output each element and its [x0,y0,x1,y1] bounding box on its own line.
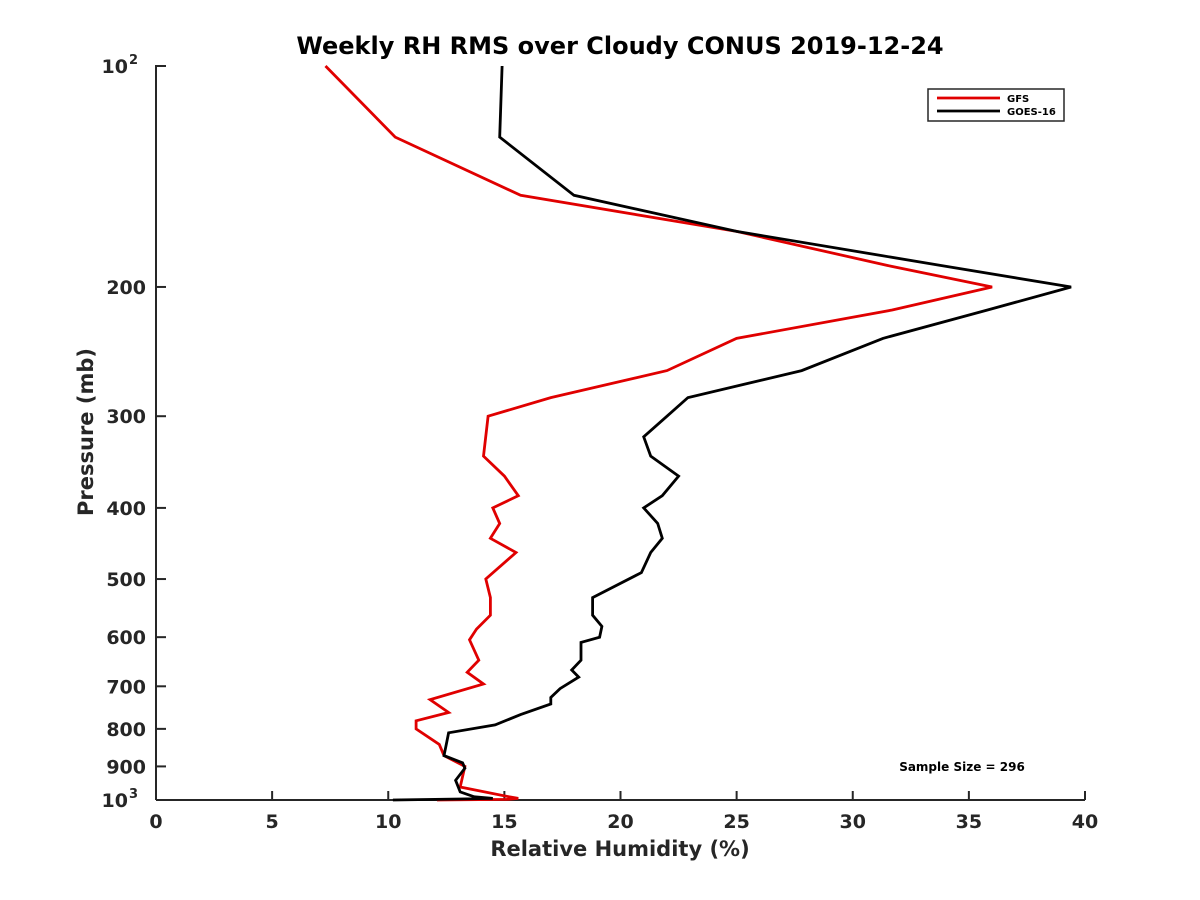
x-tick-label: 20 [607,811,633,833]
x-tick-label: 30 [840,811,866,833]
x-tick-label: 40 [1072,811,1098,833]
x-tick-label: 0 [149,811,162,833]
y-tick-label: 900 [106,756,146,778]
y-tick-label: 500 [106,569,146,591]
x-tick-label: 5 [266,811,279,833]
x-axis-label: Relative Humidity (%) [490,837,749,861]
legend: GFS GOES-16 [927,88,1065,122]
x-tick-label: 15 [491,811,517,833]
chart-title: Weekly RH RMS over Cloudy CONUS 2019-12-… [296,32,943,60]
y-tick-label: 800 [106,719,146,741]
plot-lines [324,65,1072,802]
y-tick-label: 10 [102,56,128,78]
y-tick-label: 700 [106,676,146,698]
x-ticks: 0 5 10 15 20 25 30 35 40 [149,791,1098,833]
y-tick-label: 10 [102,790,128,812]
y-tick-label: 300 [106,406,146,428]
series-line-goes-16 [392,65,1072,802]
y-tick-exponent: 3 [129,787,138,802]
x-tick-label: 25 [723,811,749,833]
x-tick-label: 10 [375,811,401,833]
x-tick-label: 35 [956,811,982,833]
y-tick-label: 600 [106,627,146,649]
y-tick-label: 200 [106,277,146,299]
sample-size-annotation: Sample Size = 296 [899,760,1025,774]
y-tick-exponent: 2 [129,53,138,68]
y-axis-label: Pressure (mb) [74,348,98,516]
legend-label-gfs: GFS [1007,94,1029,105]
legend-box [927,88,1065,122]
y-tick-label: 400 [106,498,146,520]
legend-label-goes-16: GOES-16 [1007,107,1056,118]
